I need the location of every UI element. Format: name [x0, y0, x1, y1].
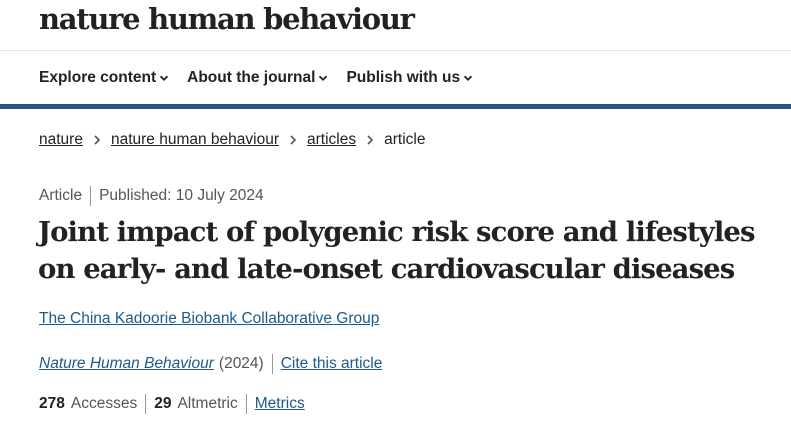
accesses-count: 278 — [39, 395, 65, 412]
nav-about-journal[interactable]: About the journal — [187, 69, 328, 87]
nav-publish-with-us[interactable]: Publish with us — [346, 69, 473, 87]
article-title: Joint impact of polygenic risk score and… — [38, 216, 756, 285]
metrics-link[interactable]: Metrics — [254, 395, 305, 412]
cite-article-link[interactable]: Cite this article — [280, 355, 383, 372]
breadcrumb-articles[interactable]: articles — [307, 131, 357, 148]
journal-link[interactable]: Nature Human Behaviour — [39, 355, 214, 372]
altmetric-count: 29 — [154, 395, 172, 412]
journal-logo[interactable]: nature human behaviour — [39, 2, 415, 36]
publication-year: (2024) — [218, 355, 264, 372]
publish-date: Published: 10 July 2024 — [99, 187, 264, 204]
main-nav: Explore content About the journal Publis… — [39, 68, 491, 88]
chevron-right-icon — [94, 135, 101, 145]
citation-line: Nature Human Behaviour (2024) Cite this … — [39, 354, 382, 374]
breadcrumb-journal[interactable]: nature human behaviour — [110, 131, 279, 148]
chevron-down-icon — [463, 75, 473, 81]
chevron-right-icon — [367, 135, 374, 145]
nav-publish-with-us-label: Publish with us — [346, 69, 461, 86]
chevron-down-icon — [319, 75, 328, 81]
nav-about-journal-label: About the journal — [187, 69, 316, 86]
article-type: Article — [39, 187, 83, 204]
breadcrumb-current: article — [384, 131, 426, 148]
author-link[interactable]: The China Kadoorie Biobank Collaborative… — [39, 310, 380, 327]
chevron-down-icon — [160, 75, 169, 81]
nav-explore-content-label: Explore content — [39, 69, 157, 86]
metrics-divider — [145, 394, 147, 414]
nav-accent-bar — [0, 104, 791, 109]
breadcrumb: nature nature human behaviour articles a… — [39, 131, 425, 149]
nav-explore-content[interactable]: Explore content — [39, 69, 169, 87]
header-divider — [0, 50, 791, 51]
meta-divider — [90, 186, 92, 206]
altmetric-label: Altmetric — [177, 395, 238, 412]
breadcrumb-nature[interactable]: nature — [39, 131, 83, 148]
article-meta: Article Published: 10 July 2024 — [39, 186, 264, 206]
accesses-label: Accesses — [70, 395, 138, 412]
article-metrics: 278 Accesses 29 Altmetric Metrics — [39, 394, 305, 414]
chevron-right-icon — [290, 135, 297, 145]
metrics-divider — [245, 394, 247, 414]
author-list: The China Kadoorie Biobank Collaborative… — [39, 310, 379, 328]
citation-divider — [271, 354, 273, 374]
